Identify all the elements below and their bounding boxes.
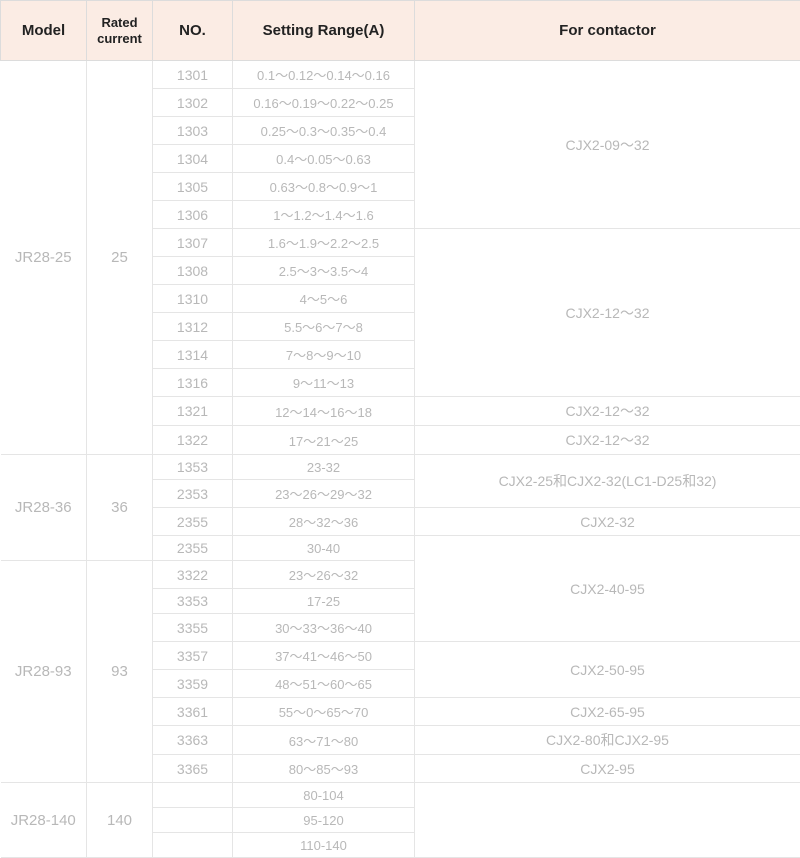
range-cell: 48～51～60～65 — [233, 670, 415, 698]
no-cell: 1306 — [153, 201, 233, 229]
range-cell: 30～33～36～40 — [233, 614, 415, 642]
no-cell: 1312 — [153, 313, 233, 341]
rated-cell: 25 — [87, 61, 153, 455]
no-cell: 1304 — [153, 145, 233, 173]
no-cell: 1302 — [153, 89, 233, 117]
range-cell: 23～26～32 — [233, 561, 415, 589]
range-cell: 17-25 — [233, 589, 415, 614]
no-cell: 3365 — [153, 755, 233, 783]
header-rated: Rated current — [87, 1, 153, 61]
table-row: JR28-25 25 1301 0.1～0.12～0.14～0.16 CJX2-… — [1, 61, 800, 89]
no-cell: 3363 — [153, 726, 233, 755]
no-cell: 3361 — [153, 698, 233, 726]
contactor-cell: CJX2-50-95 — [415, 642, 800, 698]
no-cell — [153, 783, 233, 808]
range-cell: 12～14～16～18 — [233, 397, 415, 426]
no-cell: 3353 — [153, 589, 233, 614]
range-cell: 0.4～0.05～0.63 — [233, 145, 415, 173]
no-cell — [153, 833, 233, 858]
range-cell: 37～41～46～50 — [233, 642, 415, 670]
no-cell: 2355 — [153, 536, 233, 561]
contactor-cell: CJX2-25和CJX2-32(LC1-D25和32) — [415, 455, 800, 508]
range-cell: 63～71～80 — [233, 726, 415, 755]
no-cell: 3322 — [153, 561, 233, 589]
range-cell: 1.6～1.9～2.2～2.5 — [233, 229, 415, 257]
no-cell: 1316 — [153, 369, 233, 397]
contactor-cell: CJX2-12～32 — [415, 397, 800, 426]
range-cell: 23～26～29～32 — [233, 480, 415, 508]
range-cell: 2.5～3～3.5～4 — [233, 257, 415, 285]
contactor-cell: CJX2-09～32 — [415, 61, 800, 229]
header-contactor: For contactor — [415, 1, 800, 61]
contactor-cell: CJX2-95 — [415, 755, 800, 783]
range-cell: 7～8～9～10 — [233, 341, 415, 369]
range-cell: 5.5～6～7～8 — [233, 313, 415, 341]
no-cell: 1303 — [153, 117, 233, 145]
model-cell: JR28-36 — [1, 455, 87, 561]
range-cell: 9～11～13 — [233, 369, 415, 397]
contactor-cell: CJX2-40-95 — [415, 536, 800, 642]
no-cell: 1321 — [153, 397, 233, 426]
range-cell: 0.1～0.12～0.14～0.16 — [233, 61, 415, 89]
header-setting: Setting Range(A) — [233, 1, 415, 61]
range-cell: 17～21～25 — [233, 426, 415, 455]
contactor-cell: CJX2-12～32 — [415, 426, 800, 455]
range-cell: 28～32～36 — [233, 508, 415, 536]
range-cell: 80～85～93 — [233, 755, 415, 783]
no-cell: 3355 — [153, 614, 233, 642]
no-cell: 1305 — [153, 173, 233, 201]
no-cell: 1307 — [153, 229, 233, 257]
range-cell: 0.63～0.8～0.9～1 — [233, 173, 415, 201]
contactor-cell: CJX2-12～32 — [415, 229, 800, 397]
contactor-cell: CJX2-65-95 — [415, 698, 800, 726]
range-cell: 30-40 — [233, 536, 415, 561]
no-cell: 1353 — [153, 455, 233, 480]
range-cell: 55～0～65～70 — [233, 698, 415, 726]
range-cell: 0.16～0.19～0.22～0.25 — [233, 89, 415, 117]
no-cell: 1322 — [153, 426, 233, 455]
spec-table: Model Rated current NO. Setting Range(A)… — [0, 0, 800, 858]
header-model: Model — [1, 1, 87, 61]
contactor-cell: CJX2-32 — [415, 508, 800, 536]
contactor-cell — [415, 783, 800, 858]
range-cell: 80-104 — [233, 783, 415, 808]
no-cell: 1310 — [153, 285, 233, 313]
model-cell: JR28-93 — [1, 561, 87, 783]
no-cell: 2353 — [153, 480, 233, 508]
header-no: NO. — [153, 1, 233, 61]
range-cell: 1～1.2～1.4～1.6 — [233, 201, 415, 229]
range-cell: 0.25～0.3～0.35～0.4 — [233, 117, 415, 145]
table-row: JR28-36 36 1353 23-32 CJX2-25和CJX2-32(LC… — [1, 455, 800, 480]
rated-cell: 93 — [87, 561, 153, 783]
no-cell — [153, 808, 233, 833]
contactor-cell: CJX2-80和CJX2-95 — [415, 726, 800, 755]
no-cell: 1314 — [153, 341, 233, 369]
range-cell: 23-32 — [233, 455, 415, 480]
table-row: JR28-140 140 80-104 — [1, 783, 800, 808]
no-cell: 3359 — [153, 670, 233, 698]
model-cell: JR28-25 — [1, 61, 87, 455]
no-cell: 1308 — [153, 257, 233, 285]
range-cell: 110-140 — [233, 833, 415, 858]
range-cell: 95-120 — [233, 808, 415, 833]
rated-cell: 36 — [87, 455, 153, 561]
model-cell: JR28-140 — [1, 783, 87, 858]
no-cell: 1301 — [153, 61, 233, 89]
range-cell: 4～5～6 — [233, 285, 415, 313]
rated-cell: 140 — [87, 783, 153, 858]
no-cell: 3357 — [153, 642, 233, 670]
no-cell: 2355 — [153, 508, 233, 536]
header-row: Model Rated current NO. Setting Range(A)… — [1, 1, 800, 61]
